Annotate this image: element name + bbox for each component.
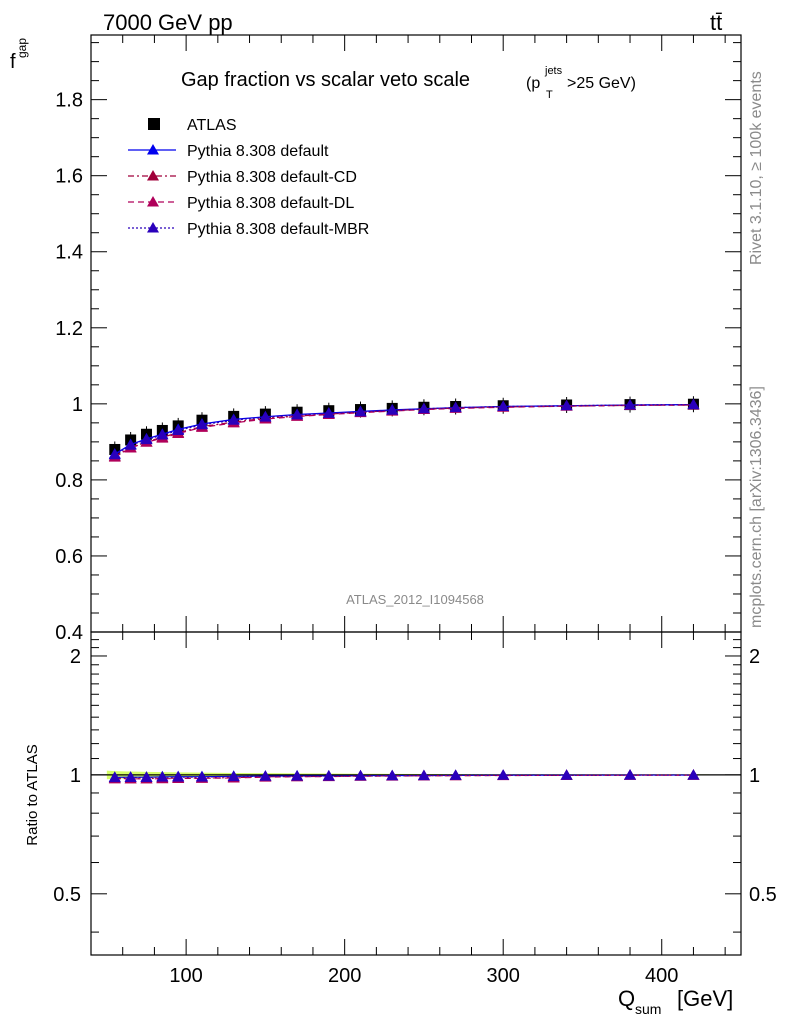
ratio-series-point — [140, 771, 153, 782]
main-ytick-label: 1.2 — [55, 318, 83, 340]
series-point — [156, 429, 169, 440]
ratio-series-point — [156, 771, 169, 782]
main-ytick-label: 0.4 — [55, 622, 83, 644]
ratio-series-point — [291, 770, 304, 781]
series-line — [114, 404, 694, 458]
ratio-series-point — [497, 769, 510, 780]
ratio-series-point — [195, 771, 208, 782]
process-label: tt̄ — [710, 10, 722, 35]
ratio-xtick-label: 300 — [487, 965, 520, 987]
ratio-ytick-label-right: 2 — [749, 646, 760, 668]
legend-label: Pythia 8.308 default-DL — [187, 195, 354, 212]
ratio-series-point — [322, 770, 335, 781]
legend-label: Pythia 8.308 default-MBR — [187, 221, 369, 238]
series-point — [354, 405, 367, 417]
ratio-plot-area — [91, 769, 741, 784]
ratio-ytick-label-right: 1 — [749, 765, 760, 787]
ratio-ytick-label: 2 — [70, 646, 81, 668]
main-plot-area — [108, 396, 700, 462]
ratio-series-point — [227, 770, 240, 782]
series-point — [291, 408, 304, 420]
series-point — [140, 433, 153, 445]
legend-marker — [147, 222, 159, 233]
ratio-ylabel: Ratio to ATLAS — [24, 744, 41, 845]
series-point — [124, 439, 137, 450]
ratio-series-point — [449, 769, 462, 780]
ratio-series-point — [687, 769, 700, 780]
main-ytick-label: 1 — [72, 394, 83, 416]
series-point — [172, 424, 185, 435]
legend-marker — [147, 170, 159, 181]
main-ylabel-sub: gap — [15, 38, 29, 58]
ratio-series-point — [124, 771, 137, 782]
ratio-xlabel-sub: sum — [635, 1001, 661, 1017]
main-ytick-label: 1.6 — [55, 166, 83, 188]
legend-label: ATLAS — [187, 117, 237, 134]
series-point — [195, 418, 208, 430]
ratio-series-point — [560, 769, 573, 780]
ratio-series-point — [386, 769, 399, 781]
ratio-frame — [90, 631, 742, 956]
series-point — [227, 414, 240, 425]
rivet-label: Rivet 3.1.10, ≥ 100k events — [748, 71, 765, 265]
ratio-series-point — [259, 770, 272, 781]
series-point — [322, 407, 335, 418]
series-point — [108, 448, 121, 460]
title-cut: (p — [526, 75, 540, 92]
ratio-xtick-label: 400 — [645, 965, 678, 987]
title-cut-sup: jets — [544, 65, 563, 77]
energy-label: 7000 GeV pp — [103, 10, 233, 35]
series-point — [624, 398, 637, 410]
ratio-ytick-label: 0.5 — [53, 884, 81, 906]
series-point — [449, 401, 462, 413]
series-point — [560, 399, 573, 411]
ratio-ytick-label-right: 0.5 — [749, 884, 777, 906]
main-ytick-label: 1.4 — [55, 242, 83, 264]
analysis-watermark: ATLAS_2012_I1094568 — [346, 592, 484, 607]
title-cut-rest: >25 GeV) — [567, 75, 636, 92]
series-point — [497, 400, 510, 412]
ratio-series-3 — [108, 769, 700, 783]
ratio-series-point — [172, 771, 185, 782]
ratio-xtick-label: 100 — [169, 965, 202, 987]
series-point — [417, 402, 430, 414]
ratio-series-point — [354, 769, 367, 781]
main-ytick-label: 0.6 — [55, 546, 83, 568]
series-4 — [108, 398, 700, 460]
legend-marker — [147, 144, 159, 155]
series-point — [259, 411, 272, 422]
ratio-xlabel-rest: [GeV] — [677, 986, 733, 1011]
title-cut-sub: T — [546, 89, 553, 101]
main-ticks: 0.4 0.6 0.8 1 1.2 1.4 1.6 1.8 — [55, 35, 741, 644]
legend: ATLAS Pythia 8.308 default Pythia 8.308 de… — [128, 117, 369, 238]
ratio-ticks: 100 200 300 400 0.5 0.5 1 1 2 2 — [53, 632, 777, 987]
main-ylabel: f — [10, 51, 16, 73]
legend-marker — [147, 196, 159, 207]
series-3 — [108, 398, 700, 462]
ratio-series-point — [624, 769, 637, 780]
source-label: mcplots.cern.ch [arXiv:1306.3436] — [748, 386, 765, 628]
main-title: Gap fraction vs scalar veto scale — [181, 69, 470, 91]
series-point — [386, 404, 399, 415]
main-ytick-label: 1.8 — [55, 90, 83, 112]
legend-label: Pythia 8.308 default-CD — [187, 169, 357, 186]
ratio-series-point — [108, 771, 121, 783]
ratio-xtick-label: 200 — [328, 965, 361, 987]
legend-marker-atlas — [148, 118, 160, 130]
ratio-series-point — [417, 769, 430, 781]
series-point — [687, 398, 700, 410]
main-ytick-label: 0.8 — [55, 470, 83, 492]
legend-label: Pythia 8.308 default — [187, 143, 329, 160]
ratio-xlabel: Q — [618, 986, 635, 1011]
main-panel: 0.4 0.6 0.8 1 1.2 1.4 1.6 1.8 ATLAS_2012_I10945… — [10, 34, 742, 644]
ratio-ytick-label: 1 — [70, 765, 81, 787]
